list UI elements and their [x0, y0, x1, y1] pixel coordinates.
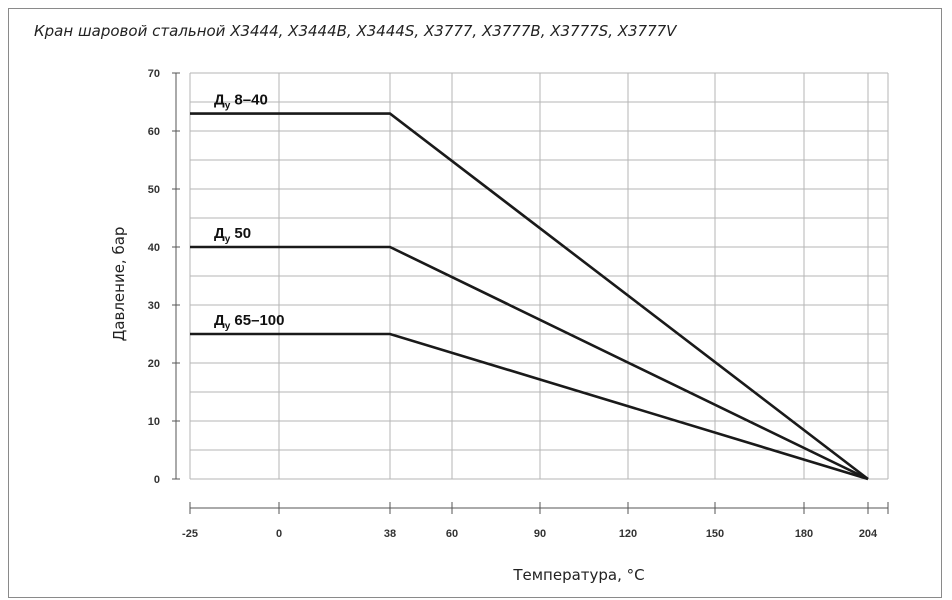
x-axis-title: Температура, °C: [512, 566, 644, 584]
series-label: Ду 50: [214, 225, 251, 245]
y-tick-label: 20: [148, 358, 160, 370]
series-line: [190, 112, 869, 481]
series-label: Ду 8–40: [214, 92, 268, 112]
series-label: Ду 65–100: [214, 312, 284, 332]
y-tick-label: 0: [154, 474, 160, 486]
x-tick-label: 204: [859, 528, 878, 540]
x-tick-label: 120: [619, 528, 637, 540]
y-tick-label: 70: [148, 68, 160, 80]
x-tick-label: 38: [384, 528, 396, 540]
series-line: [190, 332, 869, 481]
y-tick-label: 30: [148, 300, 160, 312]
y-tick-label: 40: [148, 242, 160, 254]
x-tick-label: 60: [446, 528, 458, 540]
y-tick-label: 10: [148, 416, 160, 428]
y-tick-label: 60: [148, 126, 160, 138]
x-tick-label: 0: [276, 528, 282, 540]
x-tick-label: 150: [706, 528, 724, 540]
x-tick-label: 180: [795, 528, 813, 540]
chart-title: Кран шаровой стальной X3444, X3444B, X34…: [34, 22, 677, 40]
series-line: [190, 245, 869, 481]
y-axis-title: Давление, бар: [110, 227, 128, 342]
y-tick-label: 50: [148, 184, 160, 196]
chart-frame: [8, 8, 942, 598]
x-tick-label: 90: [534, 528, 546, 540]
x-tick-label: -25: [182, 528, 198, 540]
